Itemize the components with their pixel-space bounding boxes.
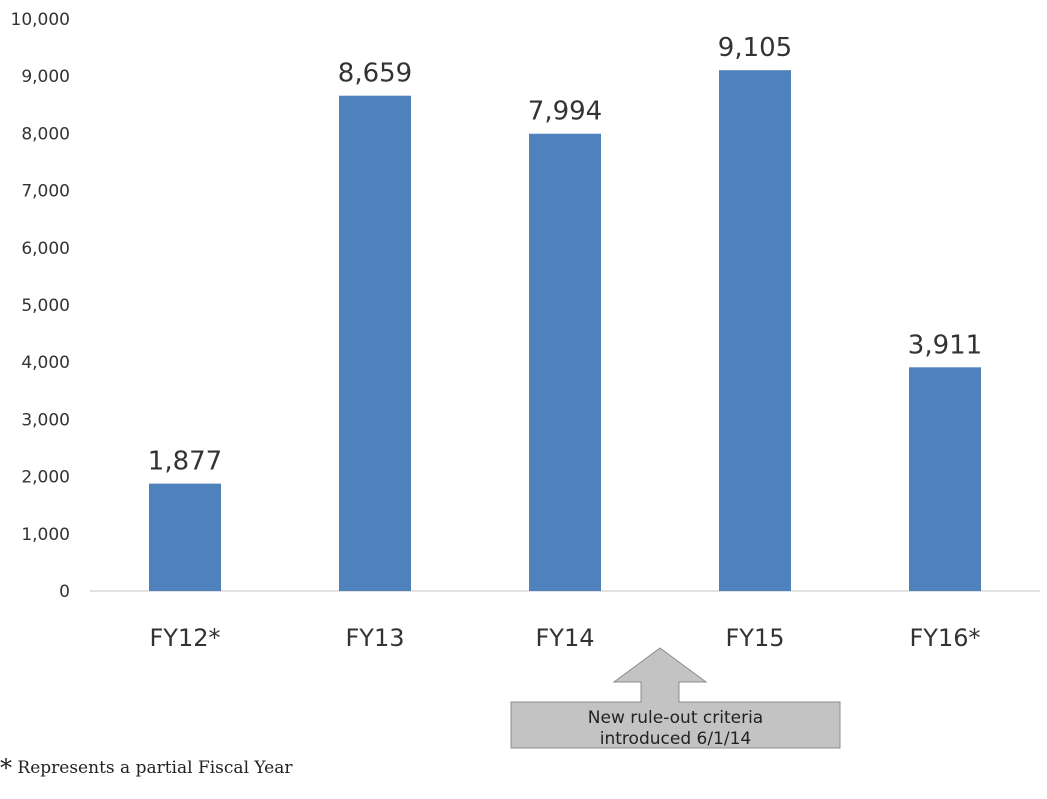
bars — [149, 70, 981, 592]
data-label: 8,659 — [338, 59, 412, 89]
y-tick-label: 0 — [59, 582, 70, 602]
bar — [909, 367, 981, 591]
y-tick-label: 10,000 — [11, 10, 70, 30]
y-tick-label: 3,000 — [21, 410, 70, 430]
data-label: 7,994 — [528, 97, 602, 127]
callout-arrow-box — [510, 647, 841, 749]
annotation-callout: New rule-out criteria introduced 6/1/14 — [510, 647, 841, 749]
x-tick-label: FY15 — [725, 624, 784, 652]
y-tick-label: 1,000 — [21, 525, 70, 545]
x-tick-label: FY16* — [909, 624, 980, 652]
x-axis-tick-labels: FY12* FY13 FY14 FY15 FY16* — [149, 624, 980, 652]
y-tick-label: 7,000 — [21, 182, 70, 202]
y-tick-label: 2,000 — [21, 468, 70, 488]
y-tick-label: 4,000 — [21, 353, 70, 373]
y-tick-label: 8,000 — [21, 124, 70, 144]
callout-text-line-2: introduced 6/1/14 — [600, 729, 751, 749]
bar — [529, 133, 601, 591]
data-label: 9,105 — [718, 33, 792, 63]
x-tick-label: FY14 — [535, 624, 594, 652]
callout-text-line-1: New rule-out criteria — [588, 708, 763, 728]
x-tick-label: FY13 — [345, 624, 404, 652]
data-labels: 1,877 8,659 7,994 9,105 3,911 — [148, 33, 982, 476]
footnote: * Represents a partial Fiscal Year — [0, 754, 292, 782]
y-axis: 0 1,000 2,000 3,000 4,000 5,000 6,000 7,000 8,00… — [11, 10, 70, 602]
footnote-symbol: * — [0, 754, 12, 782]
y-tick-label: 9,000 — [21, 67, 70, 87]
y-tick-label: 6,000 — [21, 239, 70, 259]
y-tick-label: 5,000 — [21, 296, 70, 316]
bar — [719, 70, 791, 592]
bar-chart: 0 1,000 2,000 3,000 4,000 5,000 6,000 7,000 8,00… — [11, 10, 1040, 749]
footnote-text: Represents a partial Fiscal Year — [12, 758, 293, 778]
data-label: 1,877 — [148, 447, 222, 477]
bar — [339, 95, 411, 591]
data-label: 3,911 — [908, 330, 982, 360]
x-tick-label: FY12* — [149, 624, 220, 652]
bar — [149, 483, 221, 591]
